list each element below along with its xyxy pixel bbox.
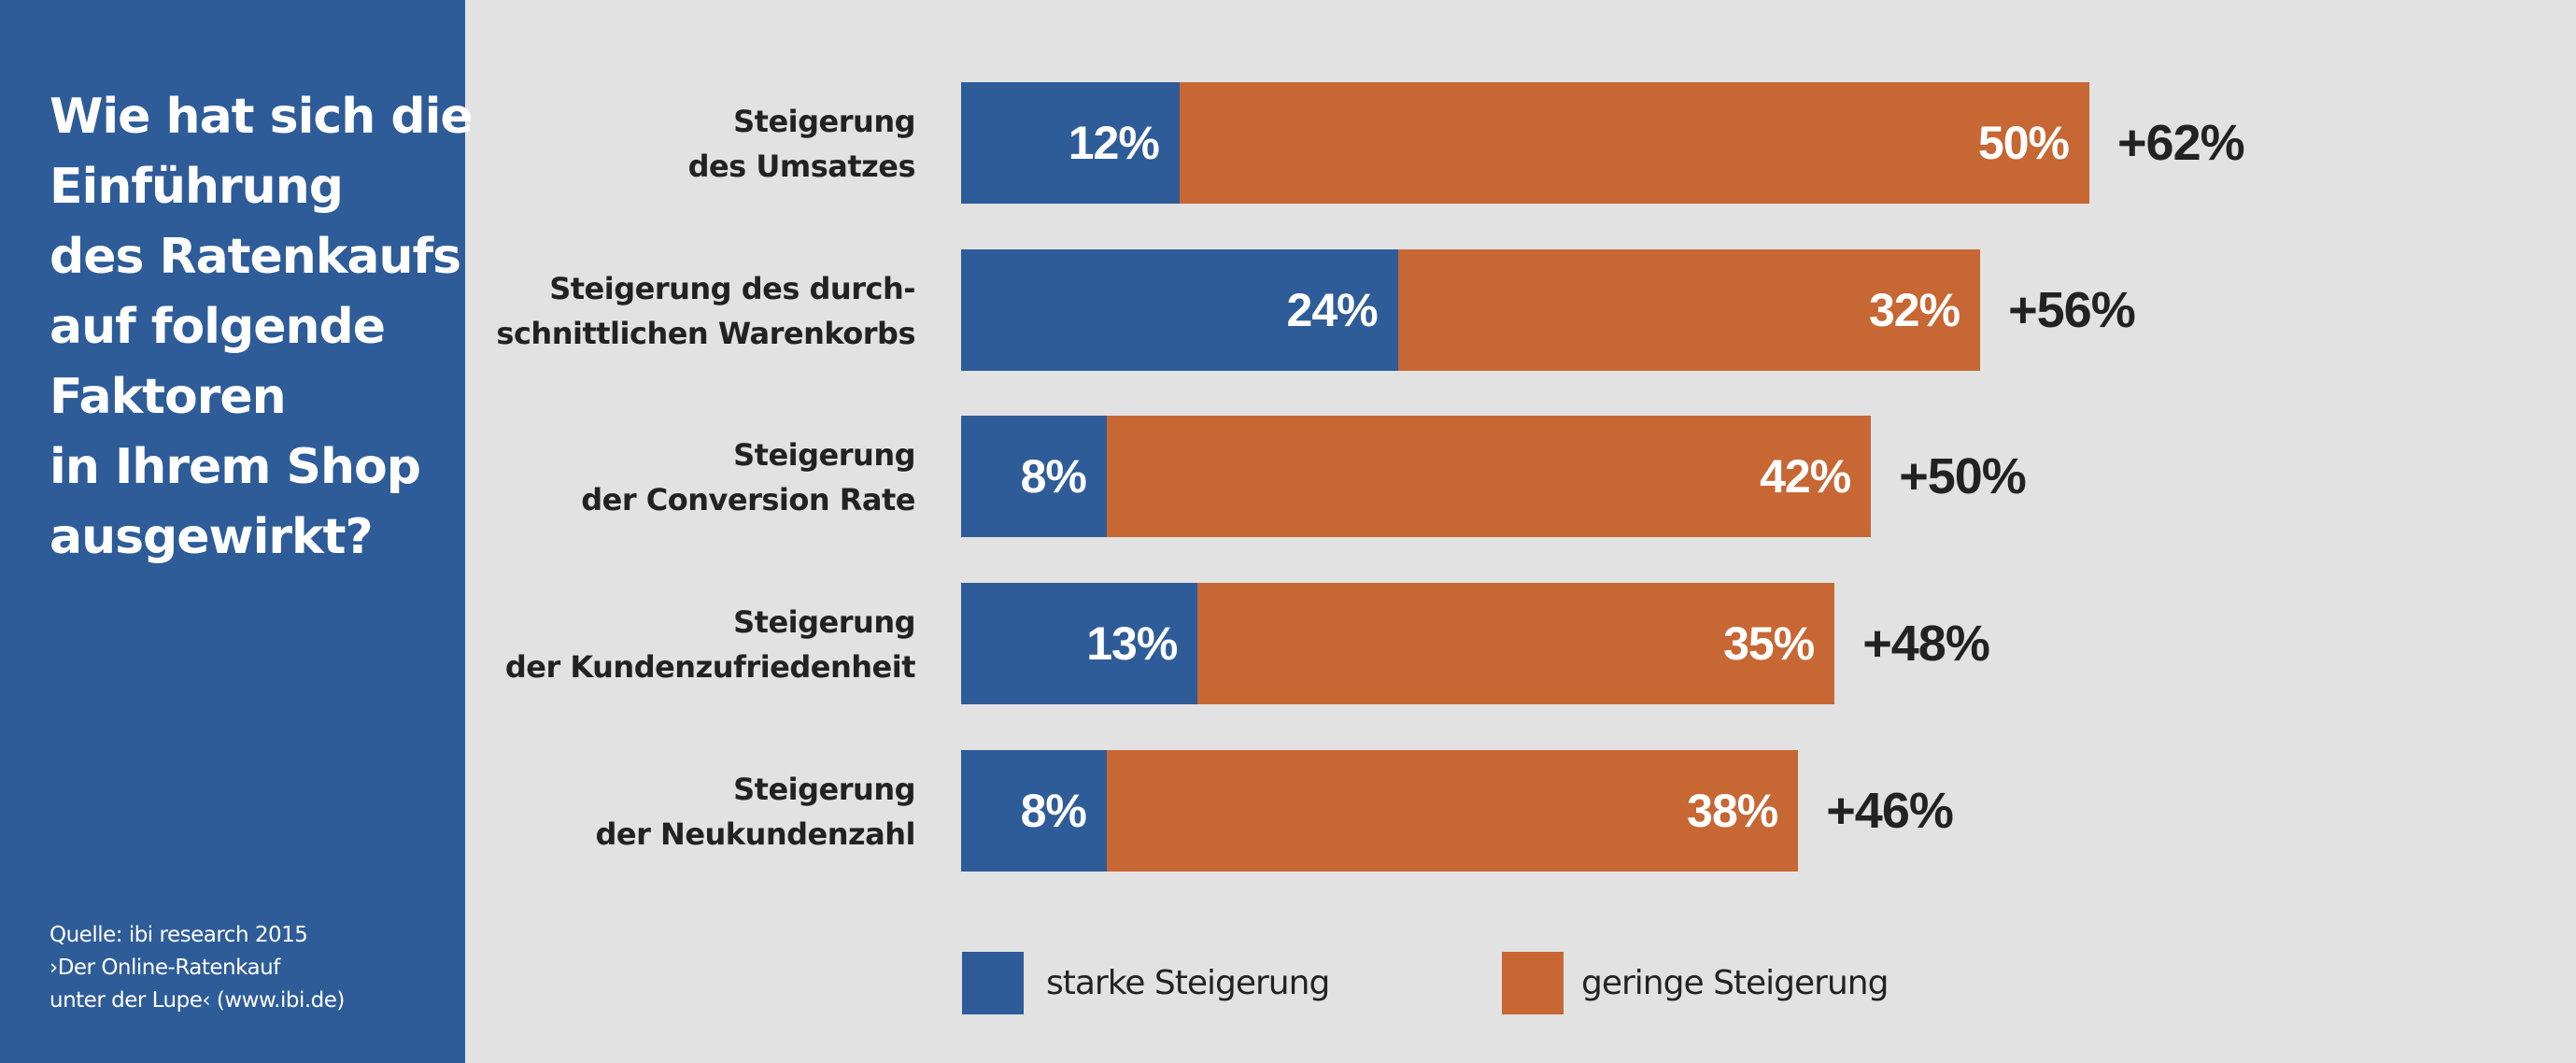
category-label-line: schnittlichen Warenkorbs xyxy=(496,315,915,351)
category-label: Steigerung des durch-schnittlichen Waren… xyxy=(392,266,915,356)
title-line: auf folgende xyxy=(50,299,386,355)
category-label: Steigerung des Umsatzes xyxy=(392,99,916,189)
title-panel: Wie hat sich die Einführung des Ratenkau… xyxy=(0,0,474,1063)
chart-title: Wie hat sich die Einführung des Ratenkau… xyxy=(50,82,474,573)
bar-segment-starke xyxy=(961,248,1398,371)
bar-segment-geringe xyxy=(1397,248,1981,371)
category-label-line: Steigerung xyxy=(733,771,915,807)
legend-swatch-starke xyxy=(962,952,1024,1014)
title-line: in Ihrem Shop xyxy=(50,439,421,495)
category-label-line: der Conversion Rate xyxy=(581,482,915,518)
bar-value-label: 8% xyxy=(1020,450,1087,503)
title-line: Faktoren xyxy=(50,369,287,425)
bar-value-label: 42% xyxy=(1760,450,1851,503)
source-line: ›Der Online-Ratenkauf xyxy=(50,956,280,980)
bar-total-label: +46% xyxy=(1826,782,1954,839)
category-label-line: Steigerung xyxy=(733,604,915,641)
legend-label-starke: starke Steigerung xyxy=(1046,964,1330,1002)
title-line: Einführung xyxy=(50,159,344,215)
category-label-line: Steigerung des durch- xyxy=(549,270,915,306)
legend-swatch-geringe xyxy=(1502,952,1564,1014)
source-line: unter der Lupe‹ (www.ibi.de) xyxy=(50,988,345,1013)
bar-segment-geringe xyxy=(1197,583,1835,705)
bar-segment-starke xyxy=(961,82,1180,204)
bar-value-label: 38% xyxy=(1687,784,1778,837)
category-label: Steigerung der Conversion Rate xyxy=(392,432,915,522)
source-line: Quelle: ibi research 2015 xyxy=(50,923,308,947)
bar-value-label: 50% xyxy=(1977,117,2070,169)
bar-total-label: +50% xyxy=(1899,448,2027,505)
bar-value-label: 12% xyxy=(1068,117,1160,169)
category-label: Steigerung der Neukundenzahl xyxy=(392,767,916,857)
title-line: des Ratenkaufs xyxy=(50,229,461,285)
legend-label-geringe: geringe Steigerung xyxy=(1581,964,1889,1002)
category-label-line: des Umsatzes xyxy=(687,149,916,184)
bar-segment-geringe xyxy=(1106,416,1872,538)
bar-total-label: +48% xyxy=(1862,616,1990,673)
bar-value-label: 13% xyxy=(1086,617,1178,671)
bar-total-label: +62% xyxy=(2117,115,2245,171)
source-note: Quelle: ibi research 2015 ›Der Online-Ra… xyxy=(50,919,345,1017)
bar-value-label: 32% xyxy=(1869,283,1960,336)
bar-segment-starke xyxy=(961,583,1198,705)
bar-value-label: 35% xyxy=(1723,617,1815,671)
bar-segment-geringe xyxy=(1179,82,2089,204)
title-line: ausgewirkt? xyxy=(50,509,374,565)
bar-segment-starke xyxy=(961,416,1107,538)
bar-segment-starke xyxy=(961,749,1107,872)
category-label-line: Steigerung xyxy=(733,437,915,474)
bar-total-label: +56% xyxy=(2008,281,2136,338)
category-label: Steigerung der Kundenzufriedenheit xyxy=(392,600,916,689)
title-line: Wie hat sich die xyxy=(50,89,474,145)
category-label-line: Steigerung xyxy=(733,104,915,139)
bar-value-label: 8% xyxy=(1020,784,1087,837)
bar-value-label: 24% xyxy=(1286,283,1379,336)
category-label-line: der Neukundenzahl xyxy=(595,815,916,852)
category-label-line: der Kundenzufriedenheit xyxy=(504,649,916,686)
bar-segment-geringe xyxy=(1106,749,1799,872)
